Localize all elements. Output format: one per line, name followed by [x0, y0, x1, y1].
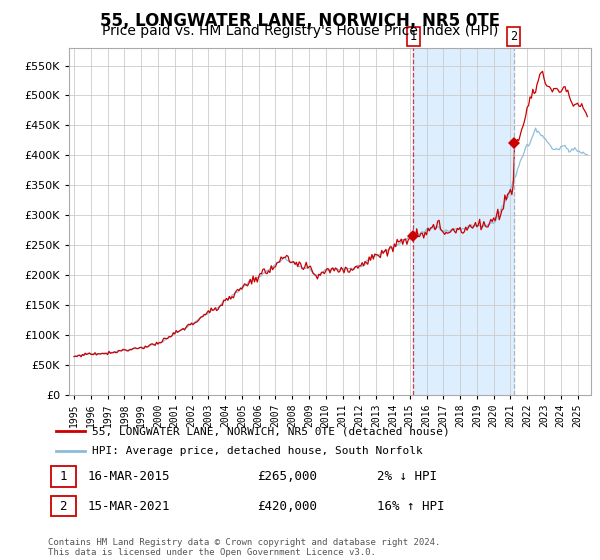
Text: Price paid vs. HM Land Registry's House Price Index (HPI): Price paid vs. HM Land Registry's House …: [102, 24, 498, 38]
Text: 1997: 1997: [103, 403, 113, 427]
Text: 2024: 2024: [556, 403, 566, 427]
Text: 1996: 1996: [86, 403, 96, 427]
Text: 1: 1: [410, 30, 417, 44]
Bar: [413, 48, 514, 395]
Text: 2013: 2013: [371, 403, 381, 427]
Text: 2006: 2006: [254, 403, 263, 427]
Text: 2018: 2018: [455, 403, 465, 427]
Text: 2023: 2023: [539, 403, 549, 427]
Text: 1: 1: [59, 470, 67, 483]
Text: 2022: 2022: [522, 403, 532, 427]
Text: Contains HM Land Registry data © Crown copyright and database right 2024.
This d: Contains HM Land Registry data © Crown c…: [48, 538, 440, 557]
Text: 2014: 2014: [388, 403, 398, 427]
Text: £420,000: £420,000: [257, 500, 317, 513]
Text: 2017: 2017: [438, 403, 448, 427]
Text: 2019: 2019: [472, 403, 482, 427]
Text: 2025: 2025: [572, 403, 583, 427]
Text: 2020: 2020: [488, 403, 499, 427]
FancyBboxPatch shape: [50, 496, 76, 516]
Text: 2007: 2007: [271, 403, 280, 427]
Text: 2011: 2011: [338, 403, 347, 427]
Text: 1999: 1999: [136, 403, 146, 427]
Text: 2% ↓ HPI: 2% ↓ HPI: [377, 470, 437, 483]
Text: 2: 2: [511, 30, 518, 44]
Text: 2021: 2021: [505, 403, 515, 427]
Text: 55, LONGWATER LANE, NORWICH, NR5 0TE: 55, LONGWATER LANE, NORWICH, NR5 0TE: [100, 12, 500, 30]
Text: 2001: 2001: [170, 403, 180, 427]
Text: 1998: 1998: [119, 403, 130, 427]
Text: 2004: 2004: [220, 403, 230, 427]
Text: 2: 2: [59, 500, 67, 513]
Text: 15-MAR-2021: 15-MAR-2021: [87, 500, 170, 513]
FancyBboxPatch shape: [50, 466, 76, 487]
Text: 2003: 2003: [203, 403, 214, 427]
Text: 2000: 2000: [153, 403, 163, 427]
Text: 2016: 2016: [422, 403, 431, 427]
Text: 2010: 2010: [321, 403, 331, 427]
Text: 2005: 2005: [237, 403, 247, 427]
Text: 55, LONGWATER LANE, NORWICH, NR5 0TE (detached house): 55, LONGWATER LANE, NORWICH, NR5 0TE (de…: [92, 426, 450, 436]
Text: 16-MAR-2015: 16-MAR-2015: [87, 470, 170, 483]
Text: 2009: 2009: [304, 403, 314, 427]
Text: 2002: 2002: [187, 403, 197, 427]
Text: HPI: Average price, detached house, South Norfolk: HPI: Average price, detached house, Sout…: [92, 446, 423, 456]
Text: 2008: 2008: [287, 403, 297, 427]
Text: 2012: 2012: [355, 403, 364, 427]
Text: 16% ↑ HPI: 16% ↑ HPI: [377, 500, 445, 513]
Text: £265,000: £265,000: [257, 470, 317, 483]
Text: 1995: 1995: [69, 403, 79, 427]
Text: 2015: 2015: [405, 403, 415, 427]
